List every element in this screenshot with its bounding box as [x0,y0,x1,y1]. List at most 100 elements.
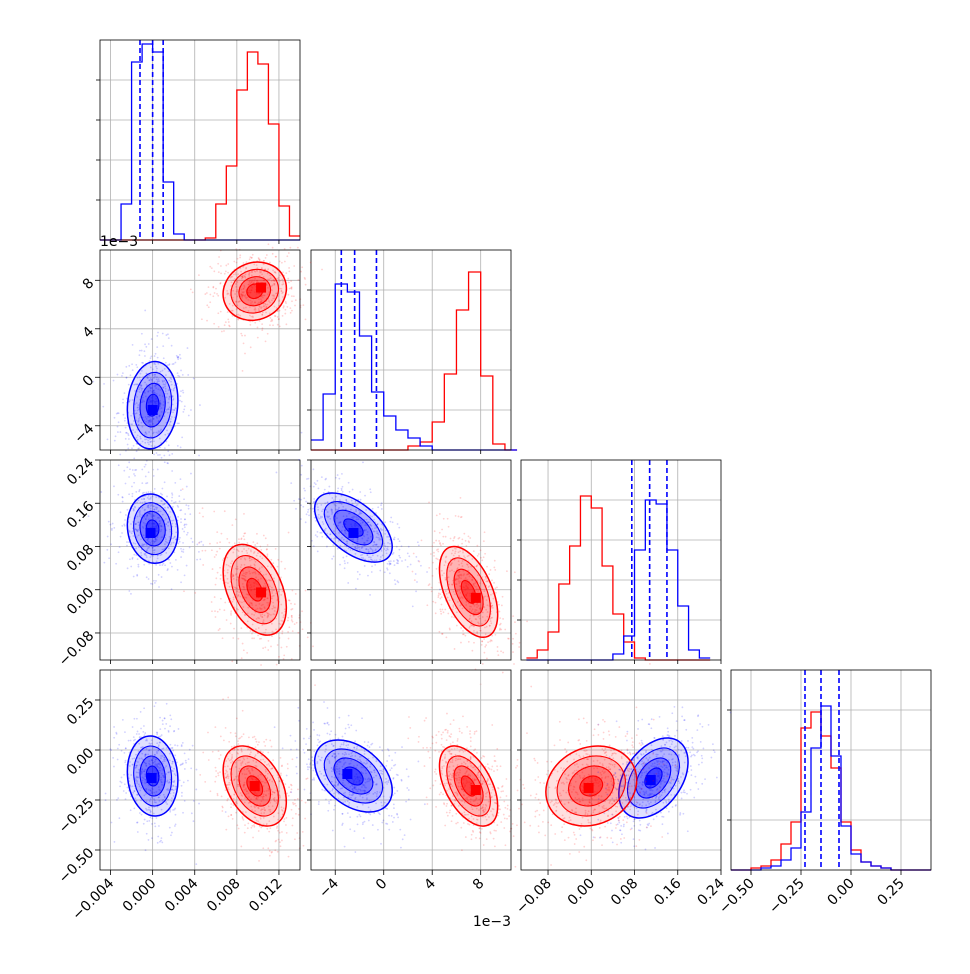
pair-1-0-blue-point [124,420,126,422]
pair-2-0-red-point [263,585,265,587]
pair-2-0-blue-point [134,517,136,519]
pair-2-1-red-point [493,582,495,584]
pair-2-1-blue-point [343,539,345,541]
pair-1-0-red-point [236,291,238,293]
pair-3-0-blue-point [183,781,185,783]
pair-2-0-red-point [273,578,275,580]
pair-3-1-red-point [484,807,486,809]
pair-2-1-blue-point [373,541,375,543]
pair-2-1-blue-point [338,532,340,534]
pair-2-0-red-point [258,581,260,583]
pair-2-1-blue-point [338,508,340,510]
pair-3-0-red-point [273,800,275,802]
pair-2-1-red-point [499,611,501,613]
pair-3-0-blue-point [171,786,173,788]
pair-3-0-red-point [278,821,280,823]
pair-1-0-red-point [282,315,284,317]
pair-3-0-blue-point [143,778,145,780]
pair-2-1-blue-point [412,605,414,607]
pair-1-0-red-point [251,289,253,291]
pair-2-0-blue-point [180,556,182,558]
pair-3-1-blue-point [353,785,355,787]
pair-3-0-blue-point [176,786,178,788]
pair-2-0-blue-point [160,529,162,531]
pair-2-1-red-point [492,593,494,595]
pair-3-0-blue-point [154,822,156,824]
pair-2-1-blue-point [388,561,390,563]
pair-3-1-red-point [449,773,451,775]
pair-1-0-red-point [283,275,285,277]
pair-2-0-red-point [247,584,249,586]
pair-3-1-blue-point [335,734,337,736]
pair-3-1-blue-point [379,791,381,793]
pair-2-1-blue-point [397,560,399,562]
pair-2-0-blue-point [166,569,168,571]
pair-2-1-blue-point [366,522,368,524]
pair-3-0-red-point [222,698,224,700]
pair-2-1-red-point [439,532,441,534]
pair-2-1-red-point [428,567,430,569]
pair-3-1-blue-point [333,809,335,811]
pair-3-0-blue-point [154,777,156,779]
pair-2-1-red-point [441,570,443,572]
pair-3-0-blue-point [132,758,134,760]
pair-2-1-blue-point [314,506,316,508]
pair-2-1-blue-point [327,524,329,526]
pair-3-0-blue-point [153,792,155,794]
pair-3-0-red-point [258,790,260,792]
pair-1-0-blue-point [168,389,170,391]
pair-1-0-red-point [305,318,307,320]
pair-3-1-blue-point [357,823,359,825]
pair-2-0-blue-point [145,554,147,556]
pair-2-1-blue-point [338,507,340,509]
pair-2-0-red-point [280,623,282,625]
pair-2-1-red-point [458,551,460,553]
pair-2-0-red-point [217,611,219,613]
pair-3-1-red-point [470,798,472,800]
pair-1-0-red-point [237,291,239,293]
pair-3-0-red-point [265,771,267,773]
pair-3-1-blue-point [324,778,326,780]
pair-2-1-red-point [460,581,462,583]
pair-2-1-red-point [495,596,497,598]
pair-1-0-blue-point [137,435,139,437]
pair-3-0-red-point [263,796,265,798]
pair-1-0-blue-point [126,422,128,424]
pair-2-0-red-point [254,565,256,567]
pair-2-1-red-point [431,587,433,589]
pair-1-0-blue-point [155,432,157,434]
pair-2-0-red-point [249,560,251,562]
pair-3-0-red-point [227,798,229,800]
pair-1-0-red-point [250,346,252,348]
pair-1-0-blue-point [169,412,171,414]
pair-2-1-red-point [460,577,462,579]
pair-2-1-red-point [418,561,420,563]
pair-2-0-blue-point [127,529,129,531]
pair-1-0-blue-point [169,454,171,456]
pair-2-0-blue-point [163,563,165,565]
pair-2-0-red-point [212,568,214,570]
pair-2-1-blue-point [368,560,370,562]
pair-2-1-red-point [457,567,459,569]
pair-3-0-blue-point [195,789,197,791]
pair-2-1-blue-point [383,543,385,545]
pair-1-0-blue-point [181,436,183,438]
pair-1-0-blue-point [103,383,105,385]
pair-1-0-blue-point [154,392,156,394]
pair-2-0-red-point [247,607,249,609]
pair-3-1-blue-point [323,701,325,703]
pair-2-1-red-point [486,599,488,601]
pair-2-0-blue-point [181,550,183,552]
pair-2-0-blue-point [156,530,158,532]
pair-3-1-blue-point [353,782,355,784]
pair-2-0-blue-point [151,511,153,513]
pair-2-0-red-point [265,593,267,595]
pair-3-0-blue-point [165,723,167,725]
pair-2-0-blue-point [121,532,123,534]
pair-3-1-blue-point [347,779,349,781]
pair-1-0-red-point [310,262,312,264]
pair-2-0-red-point [247,627,249,629]
pair-1-0-red-point [270,320,272,322]
pair-2-1-blue-point [352,543,354,545]
pair-3-1-blue-point [347,812,349,814]
